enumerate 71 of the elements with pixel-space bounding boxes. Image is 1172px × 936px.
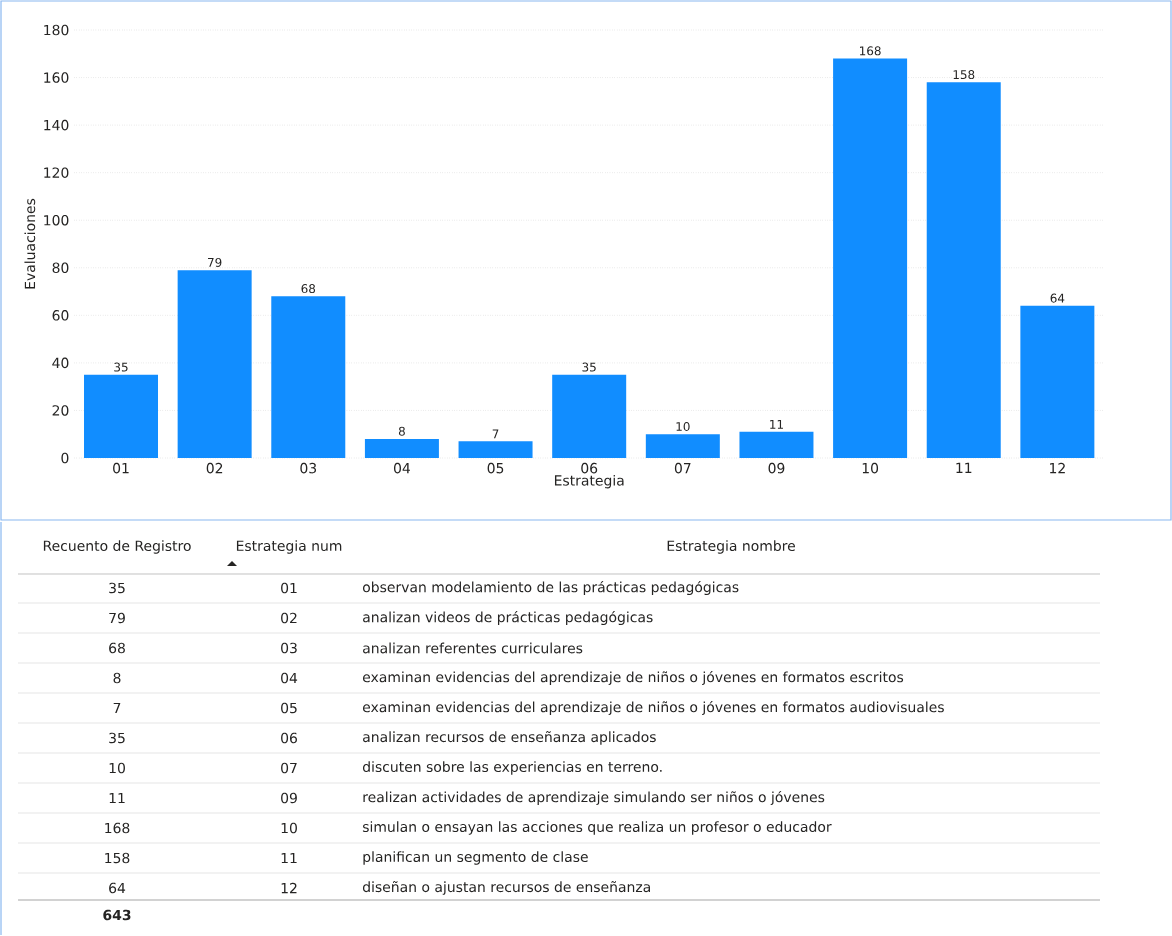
text: Recuento de Registro [43,540,191,554]
text: Estrategia num [236,540,342,554]
category-label: 02 [281,612,297,624]
text: analizan videos de prácticas pedagógicas [363,610,653,626]
data-label: 35 [582,362,596,372]
text: 35 [109,732,125,744]
text: 10 [109,762,125,774]
category-label: 01 [281,582,297,594]
y-tick-label: 40 [52,357,69,369]
y-tick-label: 80 [52,262,69,274]
x-tick-label: 06 [581,462,598,474]
category-label: 04 [281,672,298,684]
category-label: 11 [281,852,297,864]
text: 35 [109,582,125,594]
text: 79 [109,612,125,624]
text: planifican un segmento de clase [363,851,588,865]
text: diseñan o ajustan recursos de enseñanza [362,881,650,895]
y-tick-label: 140 [44,119,69,131]
text: examinan evidencias del aprendizaje de niños o jóvenes en formatos escritos [362,670,904,686]
y-tick-label: 20 [52,405,69,416]
data-label: 8 [398,426,405,436]
category-label: 07 [281,762,297,774]
data-label: 158 [953,70,975,80]
data-label: 79 [208,257,222,267]
category-label: 03 [281,642,297,654]
x-tick-label: 04 [393,462,411,474]
text: observan modelamiento de las prácticas pedagógicas [362,580,739,596]
text: 7 [113,702,121,714]
y-tick-label: 100 [44,214,69,226]
text: 8 [113,672,121,684]
x-axis-title: Estrategia [554,474,624,489]
x-tick-label: 12 [1050,462,1065,474]
text: Estrategia nombre [667,540,795,554]
y-tick-label: 120 [44,167,69,178]
data-label: 68 [301,284,316,294]
text: simulan o ensayan las acciones que realiza un profesor o educador [362,821,832,835]
data-label: 10 [676,421,690,432]
data-label: 168 [860,46,881,56]
y-axis-title: Evaluaciones [24,198,36,289]
y-tick-label: 0 [61,452,69,464]
category-label: 06 [281,732,297,744]
x-tick-label: 03 [300,462,317,474]
text: 158 [105,852,130,864]
x-tick-label: 02 [206,462,223,474]
data-label: 35 [114,362,128,372]
category-label: 09 [281,792,297,804]
text: 643 [103,909,131,921]
data-label: 11 [770,419,783,429]
text: 68 [109,642,125,654]
text: 64 [109,882,126,894]
text: 168 [105,822,130,834]
y-tick-label: 160 [44,72,69,83]
text: realizan actividades de aprendizaje simulando ser niños o jóvenes [363,790,825,806]
text: discuten sobre las experiencias en terreno. [362,761,662,775]
text: 11 [109,792,125,804]
text: analizan recursos de enseñanza aplicados [363,731,656,745]
x-tick-label: 07 [674,462,691,474]
category-label: 10 [281,822,297,834]
x-tick-label: 11 [956,462,972,474]
data-label: 7 [492,429,499,439]
category-label: 12 [281,882,297,894]
x-tick-label: 10 [862,462,879,474]
x-tick-label: 01 [113,462,129,474]
x-tick-label: 05 [487,462,504,474]
y-tick-label: 180 [44,24,69,36]
data-label: 64 [1050,293,1065,303]
text: analizan referentes curriculares [363,642,583,654]
category-label: 05 [281,702,297,714]
text: examinan evidencias del aprendizaje de niños o jóvenes en formatos audiovisuales [362,700,944,716]
y-tick-label: 60 [52,310,69,321]
x-tick-label: 09 [768,462,785,474]
